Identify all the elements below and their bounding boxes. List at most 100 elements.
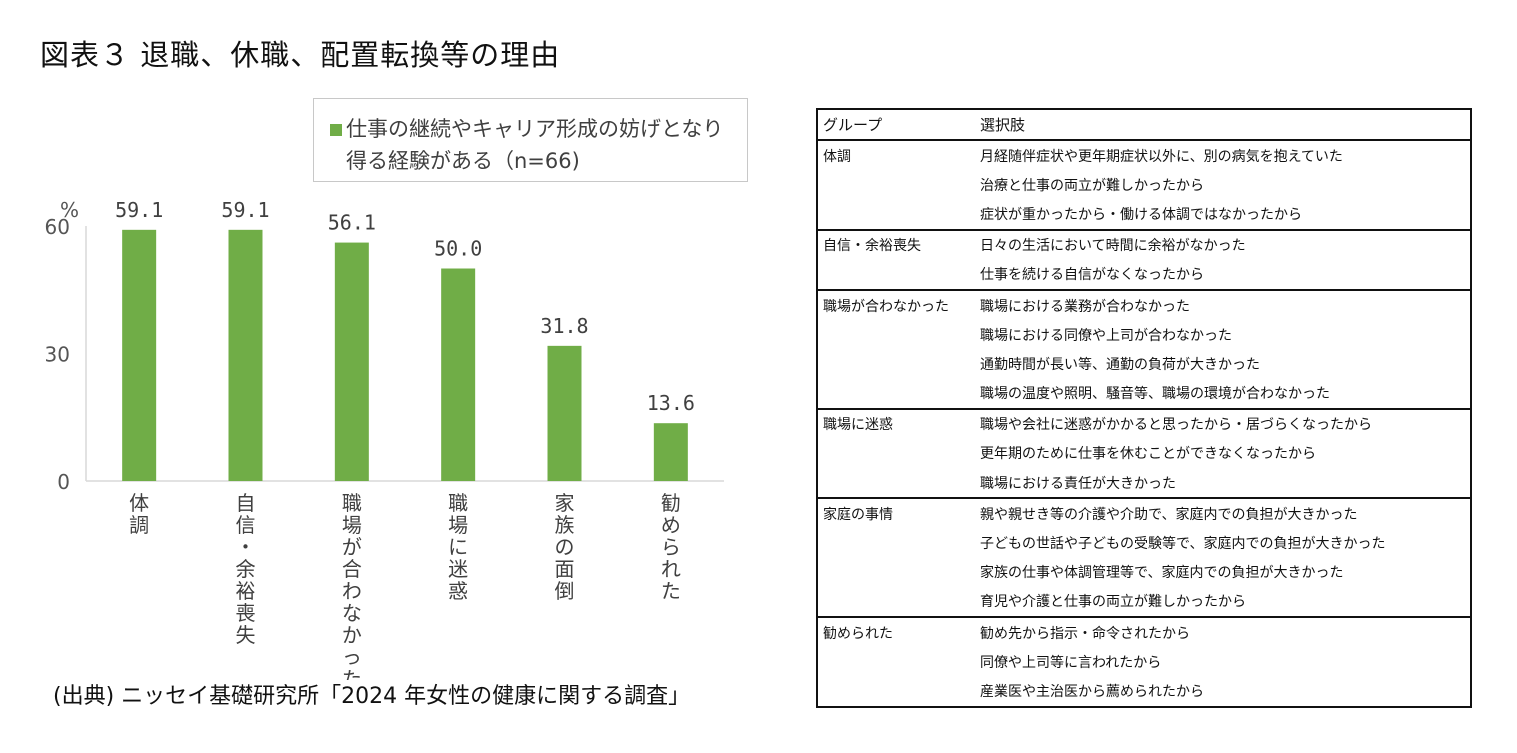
choice-item: 仕事を続ける自信がなくなったから: [980, 267, 1204, 284]
category-label-char: た: [661, 579, 681, 603]
group-cell-empty: [817, 468, 975, 498]
bar: [653, 423, 688, 481]
category-label-char: た: [342, 667, 362, 680]
category-label-char: ら: [661, 535, 681, 559]
table-row: 通勤時間が長い等、通勤の負荷が大きかった: [817, 349, 1471, 378]
table-row: 家庭の事情 親や親せき等の介護や介助で、家庭内での負担が大きかった: [817, 498, 1471, 528]
group-cell-empty: [817, 199, 975, 229]
bar: [441, 268, 476, 481]
table-row: 育児や介護と仕事の両立が難しかったから: [817, 587, 1471, 617]
bar: [547, 345, 582, 481]
table-row: 子どもの世話や子どもの受験等で、家庭内での負担が大きかった: [817, 528, 1471, 557]
category-label-char: 場: [342, 513, 362, 537]
category-label-char: 倒: [555, 579, 575, 603]
group-cell-empty: [817, 349, 975, 378]
header-choice: 選択肢: [980, 116, 1026, 134]
category-label-char: 場: [448, 513, 468, 537]
choice-item: 職場における同僚や上司が合わなかった: [980, 327, 1232, 344]
category-label-char: 信: [236, 513, 256, 537]
category-label-char: 調: [129, 513, 149, 537]
table-row: 職場に迷惑 職場や会社に迷惑がかかると思ったから・居づらくなったから: [817, 409, 1471, 439]
source-note: (出典) ニッセイ基礎研究所「2024 年女性の健康に関する調査」: [53, 684, 691, 709]
group-cell-empty: [817, 558, 975, 587]
choice-item: 症状が重かったから・働ける体調ではなかったから: [980, 206, 1302, 223]
table-row: 産業医や主治医から薦められたから: [817, 676, 1471, 706]
group-name: 職場に迷惑: [823, 417, 893, 434]
category-label-char: 余: [236, 557, 256, 581]
y-tick-label: 60: [45, 215, 70, 239]
category-label-char: 失: [236, 623, 256, 647]
table-group: 自信・余裕喪失 日々の生活において時間に余裕がなかった仕事を続ける自信がなくなった…: [817, 229, 1471, 290]
group-cell-empty: [817, 379, 975, 409]
category-label-char: に: [448, 535, 468, 559]
category-label-char: 自: [236, 491, 256, 515]
table-row: 治療と仕事の両立が難しかったから: [817, 170, 1471, 199]
group-cell-empty: [817, 676, 975, 706]
category-label-char: か: [342, 623, 362, 647]
choice-item: 職場や会社に迷惑がかかると思ったから・居づらくなったから: [980, 417, 1372, 434]
data-label: 13.6: [647, 391, 695, 415]
group-name: 体調: [823, 148, 851, 165]
table-row: 同僚や上司等に言われたから: [817, 647, 1471, 676]
group-cell-empty: [817, 170, 975, 199]
group-name: 自信・余裕喪失: [823, 238, 921, 255]
legend-line-1: 仕事の継続やキャリア形成の妨げとなり: [346, 117, 724, 141]
category-label-char: わ: [342, 579, 362, 603]
reason-table: グループ 選択肢 体調 月経随伴症状や更年期症状以外に、別の病気を抱えていた 治療と…: [816, 108, 1472, 708]
choice-item: 同僚や上司等に言われたから: [980, 654, 1162, 671]
choice-item: 勧め先から指示・命令されたから: [980, 625, 1190, 642]
choice-item: 親や親せき等の介護や介助で、家庭内での負担が大きかった: [980, 506, 1358, 523]
category-label-char: っ: [342, 645, 362, 669]
choice-item: 更年期のために仕事を休むことができなくなったから: [980, 446, 1316, 463]
choice-item: 子どもの世話や子どもの受験等で、家庭内での負担が大きかった: [980, 536, 1386, 553]
table-row: 自信・余裕喪失 日々の生活において時間に余裕がなかった: [817, 230, 1471, 260]
table-row: 更年期のために仕事を休むことができなくなったから: [817, 439, 1471, 468]
table-header: グループ 選択肢: [817, 109, 1471, 140]
category-label-char: 勧: [661, 491, 681, 515]
category-label-char: 体: [129, 491, 149, 515]
group-name: 職場が合わなかった: [823, 298, 949, 315]
table-group: 家庭の事情 親や親せき等の介護や介助で、家庭内での負担が大きかった子どもの世話や子…: [817, 498, 1471, 617]
category-label-char: 喪: [236, 601, 256, 625]
choice-item: 治療と仕事の両立が難しかったから: [980, 177, 1204, 194]
table-group: 体調 月経随伴症状や更年期症状以外に、別の病気を抱えていた 治療と仕事の両立が難しか…: [817, 140, 1471, 230]
data-label: 56.1: [328, 211, 376, 235]
group-cell-empty: [817, 528, 975, 557]
group-name: 家庭の事情: [823, 506, 893, 523]
table-row: 職場における責任が大きかった: [817, 468, 1471, 498]
figure-title: 図表３ 退職、休職、配置転換等の理由: [40, 38, 561, 72]
y-tick-label: 0: [57, 470, 70, 494]
choice-item: 職場における責任が大きかった: [980, 475, 1176, 492]
category-label-char: ・: [236, 535, 256, 559]
category-label-char: 迷: [448, 557, 468, 581]
category-label-char: め: [661, 513, 681, 537]
data-label: 59.1: [221, 198, 269, 222]
data-label: 50.0: [434, 237, 482, 261]
bar: [228, 229, 263, 481]
category-label-char: 裕: [236, 579, 256, 603]
category-label-char: 惑: [448, 579, 468, 603]
group-cell-empty: [817, 260, 975, 290]
category-label-char: な: [342, 601, 362, 625]
table-row: 職場が合わなかった 職場における業務が合わなかった: [817, 290, 1471, 320]
category-label-char: が: [342, 535, 362, 559]
chart-legend: 仕事の継続やキャリア形成の妨げとなり 得る経験がある（n=66): [313, 98, 748, 182]
category-label-char: の: [555, 535, 575, 559]
table-row: 仕事を続ける自信がなくなったから: [817, 260, 1471, 290]
choice-item: 職場の温度や照明、騒音等、職場の環境が合わなかった: [980, 386, 1330, 403]
table-group: 勧められた 勧め先から指示・命令されたから 同僚や上司等に言われたから産業医や主治医…: [817, 617, 1471, 707]
choice-item: 育児や介護と仕事の両立が難しかったから: [980, 594, 1246, 611]
choice-item: 月経随伴症状や更年期症状以外に、別の病気を抱えていた: [980, 148, 1343, 165]
data-label: 59.1: [115, 198, 163, 222]
group-cell-empty: [817, 587, 975, 617]
group-name: 勧められた: [823, 625, 893, 642]
table-row: 家族の仕事や体調管理等で、家庭内での負担が大きかった: [817, 558, 1471, 587]
category-label-char: 家: [555, 491, 575, 515]
table-group: 職場に迷惑 職場や会社に迷惑がかかると思ったから・居づらくなったから 更年期のために…: [817, 408, 1471, 499]
category-label-char: 族: [555, 513, 575, 537]
category-label-char: 職: [448, 491, 468, 515]
table-row: 勧められた 勧め先から指示・命令されたから: [817, 617, 1471, 647]
y-unit-label: %: [60, 198, 79, 222]
choice-item: 職場における業務が合わなかった: [980, 298, 1190, 315]
